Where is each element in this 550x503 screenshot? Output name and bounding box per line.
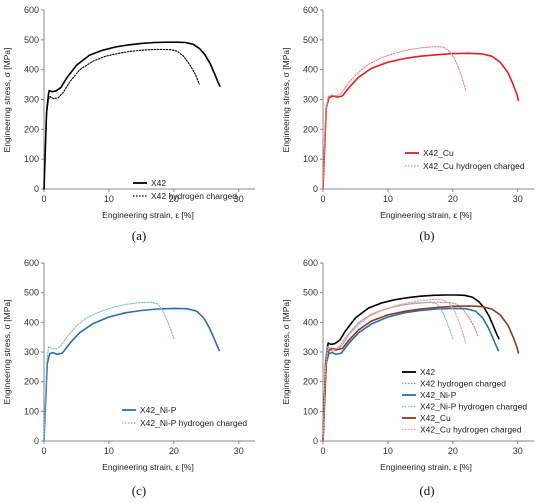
- x-tick-label: 10: [104, 194, 114, 204]
- legend-label: X42 hydrogen charged: [420, 379, 506, 389]
- series-line-x42-cu-hydrogen-charged: [322, 298, 467, 442]
- x-tick-label: 0: [41, 446, 46, 456]
- series-line-x42-hydrogen-charged: [322, 301, 479, 442]
- x-tick-label: 20: [169, 446, 179, 456]
- x-tick-label: 10: [383, 446, 393, 456]
- y-tick-label: 200: [24, 377, 39, 387]
- legend: X42_Ni-P X42_Ni-P hydrogen charged: [122, 405, 247, 428]
- legend-label: X42_Ni-P hydrogen charged: [140, 418, 247, 428]
- x-tick-label: 0: [320, 194, 325, 204]
- legend: X42 X42 hydrogen charged: [133, 178, 237, 201]
- y-tick-label: 500: [24, 35, 39, 45]
- series-line-x42: [322, 294, 500, 442]
- y-tick-label: 100: [303, 406, 318, 416]
- y-tick-label: 600: [303, 258, 318, 268]
- y-tick-label: 600: [24, 258, 39, 268]
- y-tick-label: 300: [303, 347, 318, 357]
- x-tick-label: 20: [169, 194, 179, 204]
- x-tick-label: 10: [104, 446, 114, 456]
- chart-panel-d: 0 100 200 300 400 500 600 0 10 20 30 Engineering st…: [281, 258, 534, 498]
- legend-label: X42_Ni-P: [140, 405, 177, 415]
- x-tick-label: 30: [513, 194, 523, 204]
- chart-panel-b: 0 100 200 300 400 500 600 0 10 20 30 Engineering st…: [281, 5, 534, 243]
- legend-label: X42: [151, 178, 166, 188]
- panel-caption: (c): [132, 483, 146, 498]
- y-tick-label: 600: [24, 5, 39, 15]
- x-tick-label: 30: [234, 194, 244, 204]
- x-axis-label: Engineering strain, ε [%]: [102, 462, 194, 472]
- y-tick-label: 300: [24, 347, 39, 357]
- y-tick-label: 300: [303, 95, 318, 105]
- legend-label: X42_Cu hydrogen charged: [423, 161, 525, 171]
- legend: X42_Cu X42_Cu hydrogen charged: [405, 148, 525, 171]
- y-axis-label: Engineering stress, σ [MPa]: [2, 48, 12, 153]
- y-tick-label: 0: [34, 184, 39, 194]
- series-line-x42-cu: [322, 52, 520, 190]
- chart-panel-a: 0 100 200 300 400 500 600 0 10 20 30 Engineering st…: [2, 5, 255, 243]
- y-tick-label: 500: [24, 288, 39, 298]
- x-tick-label: 0: [320, 446, 325, 456]
- y-tick-label: 0: [313, 436, 318, 446]
- y-tick-label: 200: [303, 124, 318, 134]
- y-axis-label: Engineering stress, σ [MPa]: [281, 48, 291, 153]
- x-tick-label: 20: [448, 446, 458, 456]
- series-line-x42-ni-p: [43, 307, 221, 442]
- legend-label: X42_Cu hydrogen charged: [420, 425, 522, 435]
- y-tick-label: 400: [24, 65, 39, 75]
- series-line-x42-ni-p: [322, 307, 500, 442]
- legend-label: X42_Cu: [420, 413, 451, 423]
- x-tick-label: 20: [448, 194, 458, 204]
- x-axis-label: Engineering strain, ε [%]: [380, 462, 472, 472]
- x-tick-label: 30: [234, 446, 244, 456]
- legend-label: X42: [420, 367, 435, 377]
- series-line-x42-hydrogen-charged: [43, 48, 200, 190]
- y-tick-label: 0: [313, 184, 318, 194]
- y-tick-label: 200: [24, 124, 39, 134]
- y-axis-label: Engineering stress, σ [MPa]: [2, 300, 12, 405]
- y-tick-label: 100: [24, 406, 39, 416]
- y-tick-label: 0: [34, 436, 39, 446]
- x-tick-label: 0: [41, 194, 46, 204]
- legend-label: X42 hydrogen charged: [151, 191, 237, 201]
- y-tick-label: 600: [303, 5, 318, 15]
- chart-panel-c: 0 100 200 300 400 500 600 0 10 20 30 Engineering st…: [2, 258, 255, 498]
- y-tick-label: 300: [24, 95, 39, 105]
- panel-caption: (d): [419, 483, 434, 498]
- y-tick-label: 400: [24, 317, 39, 327]
- y-axis-label: Engineering stress, σ [MPa]: [281, 300, 291, 405]
- y-tick-label: 400: [303, 317, 318, 327]
- x-tick-label: 30: [513, 446, 523, 456]
- y-tick-label: 100: [303, 154, 318, 164]
- y-tick-label: 500: [303, 35, 318, 45]
- panel-caption: (b): [419, 228, 434, 243]
- x-tick-label: 10: [383, 194, 393, 204]
- legend-label: X42_Cu: [423, 148, 454, 158]
- y-tick-label: 100: [24, 154, 39, 164]
- x-axis-label: Engineering strain, ε [%]: [380, 210, 472, 220]
- y-tick-label: 200: [303, 377, 318, 387]
- series-line-x42: [43, 41, 221, 190]
- series-line-x42-cu-hydrogen-charged: [322, 46, 467, 190]
- y-tick-label: 400: [303, 65, 318, 75]
- series-line-x42-cu: [322, 305, 520, 442]
- series-line-x42-ni-p-hydrogen-charged: [43, 301, 175, 442]
- legend-label: X42_Ni-P hydrogen charged: [420, 402, 527, 412]
- panel-caption: (a): [132, 228, 146, 243]
- legend-label: X42_Ni-P: [420, 390, 457, 400]
- y-tick-label: 500: [303, 288, 318, 298]
- x-axis-label: Engineering strain, ε [%]: [102, 210, 194, 220]
